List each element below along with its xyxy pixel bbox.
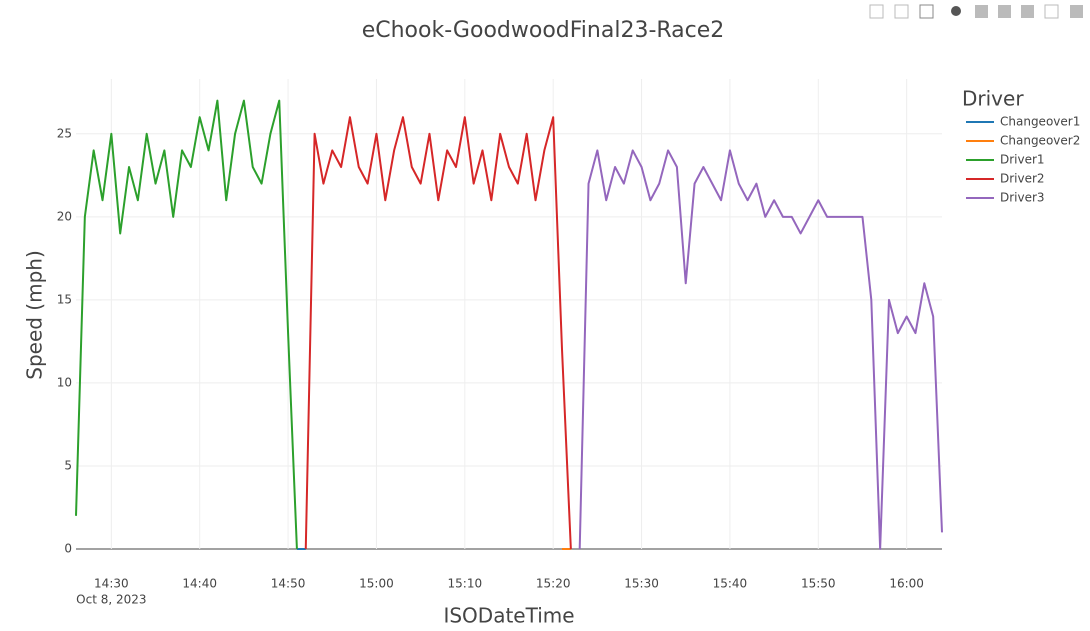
x-tick-label: 15:40 (713, 577, 748, 591)
x-tick-label: 15:10 (448, 577, 483, 591)
chart-title: eChook-GoodwoodFinal23-Race2 (362, 18, 725, 43)
modebar-button[interactable] (951, 6, 961, 16)
legend-label: Driver3 (1000, 191, 1045, 205)
y-tick-label: 25 (57, 126, 72, 140)
modebar-button[interactable] (869, 4, 884, 19)
x-axis-title: ISODateTime (443, 604, 574, 628)
modebar (869, 4, 1083, 19)
x-tick-label: 15:30 (624, 577, 659, 591)
legend-label: Changeover1 (1000, 115, 1080, 129)
modebar-button[interactable] (1044, 4, 1059, 19)
x-tick-label: 15:50 (801, 577, 836, 591)
legend-label: Driver1 (1000, 153, 1045, 167)
legend-title: Driver (962, 87, 1024, 111)
x-tick-label: 14:40 (182, 577, 217, 591)
legend-label: Driver2 (1000, 172, 1045, 186)
modebar-button[interactable] (894, 4, 909, 19)
modebar-button[interactable] (1070, 5, 1083, 18)
x-tick-label: 16:00 (889, 577, 924, 591)
y-tick-label: 5 (64, 458, 72, 472)
modebar-button[interactable] (1021, 5, 1034, 18)
line (75, 99, 298, 550)
x-tick-label: 15:00 (359, 577, 394, 591)
x-tick-label: 15:20 (536, 577, 571, 591)
y-tick-label: 20 (57, 209, 72, 223)
modebar-button[interactable] (919, 4, 934, 19)
y-tick-label: 10 (57, 375, 72, 389)
x-date-label: Oct 8, 2023 (76, 593, 146, 607)
line (304, 116, 572, 550)
legend-label: Changeover2 (1000, 134, 1080, 148)
line (578, 149, 943, 550)
y-tick-label: 0 (64, 542, 72, 556)
modebar-button[interactable] (998, 5, 1011, 18)
x-tick-label: 14:50 (271, 577, 306, 591)
y-axis-title: Speed (mph) (23, 250, 47, 380)
modebar-button[interactable] (975, 5, 988, 18)
y-tick-label: 15 (57, 292, 72, 306)
x-tick-label: 14:30 (94, 577, 129, 591)
